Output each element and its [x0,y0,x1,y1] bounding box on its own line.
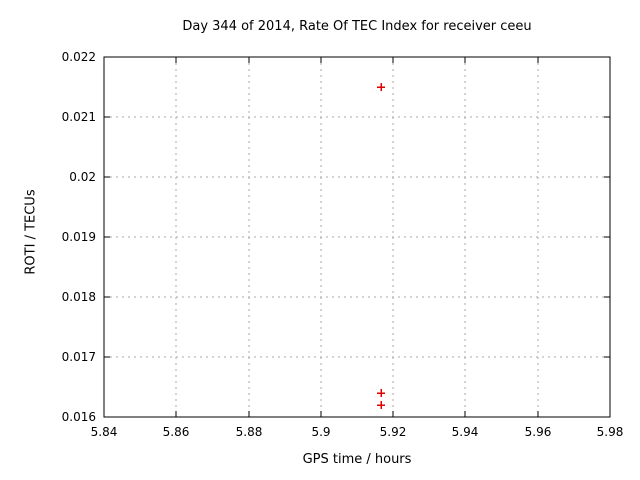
x-tick-label: 5.88 [236,425,263,439]
y-tick-label: 0.02 [69,170,96,184]
y-tick-label: 0.021 [62,110,96,124]
x-tick-label: 5.98 [597,425,624,439]
x-axis-label: GPS time / hours [302,452,412,467]
y-tick-label: 0.022 [62,50,96,64]
plot-border [103,56,611,418]
x-tick-label: 5.92 [380,425,407,439]
x-tick-label: 5.94 [452,425,479,439]
y-tick-label: 0.017 [62,350,96,364]
x-tick-label: 5.84 [91,425,118,439]
x-tick-label: 5.9 [311,425,330,439]
y-tick-label: 0.016 [62,410,96,424]
y-tick-label: 0.019 [62,230,96,244]
x-tick-label: 5.86 [163,425,190,439]
x-tick-label: 5.96 [525,425,552,439]
chart-title: Day 344 of 2014, Rate Of TEC Index for r… [182,19,532,34]
y-tick-label: 0.018 [62,290,96,304]
